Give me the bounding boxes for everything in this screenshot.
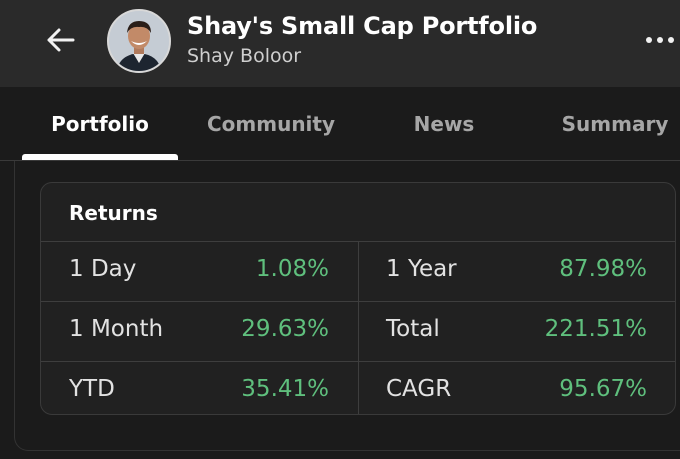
return-value-1-year: 87.98% xyxy=(559,256,647,282)
return-value-1-day: 1.08% xyxy=(255,256,329,282)
owner-name[interactable]: Shay Boloor xyxy=(187,45,302,67)
column-divider xyxy=(358,241,359,414)
avatar-photo xyxy=(109,11,169,71)
return-value-1-month: 29.63% xyxy=(241,316,329,342)
more-options-button[interactable] xyxy=(646,30,680,50)
returns-title: Returns xyxy=(69,201,158,225)
return-value-ytd: 35.41% xyxy=(241,376,329,402)
back-button[interactable] xyxy=(40,22,80,58)
app-header: Shay's Small Cap Portfolio Shay Boloor xyxy=(0,0,680,87)
active-tab-indicator xyxy=(22,154,178,160)
more-horizontal-icon xyxy=(646,37,674,43)
tab-label: Portfolio xyxy=(51,111,149,136)
return-label-ytd: YTD xyxy=(69,376,115,402)
content-frame xyxy=(14,161,680,451)
return-label-cagr: CAGR xyxy=(386,376,452,402)
tab-label: Summary xyxy=(561,111,669,136)
tab-label: Community xyxy=(206,111,336,136)
return-label-total: Total xyxy=(386,316,440,342)
return-label-1-year: 1 Year xyxy=(386,256,457,282)
tab-community[interactable]: Community xyxy=(190,87,352,160)
tab-bar: Portfolio Community News Summary xyxy=(0,87,680,161)
return-value-total: 221.51% xyxy=(544,316,647,342)
returns-grid: 1 Day 1.08% 1 Year 87.98% 1 Month 29.63%… xyxy=(41,241,675,414)
tab-summary[interactable]: Summary xyxy=(550,87,680,160)
tab-news[interactable]: News xyxy=(392,87,496,160)
return-label-1-month: 1 Month xyxy=(69,316,164,342)
return-label-1-day: 1 Day xyxy=(69,256,137,282)
portfolio-title: Shay's Small Cap Portfolio xyxy=(187,12,538,40)
return-value-cagr: 95.67% xyxy=(559,376,647,402)
returns-card: Returns 1 Day 1.08% 1 Year 87.98% 1 Mont… xyxy=(40,182,676,415)
arrow-left-icon xyxy=(47,28,75,52)
avatar[interactable] xyxy=(107,9,171,73)
tab-label: News xyxy=(413,111,475,136)
tab-portfolio[interactable]: Portfolio xyxy=(22,87,178,160)
